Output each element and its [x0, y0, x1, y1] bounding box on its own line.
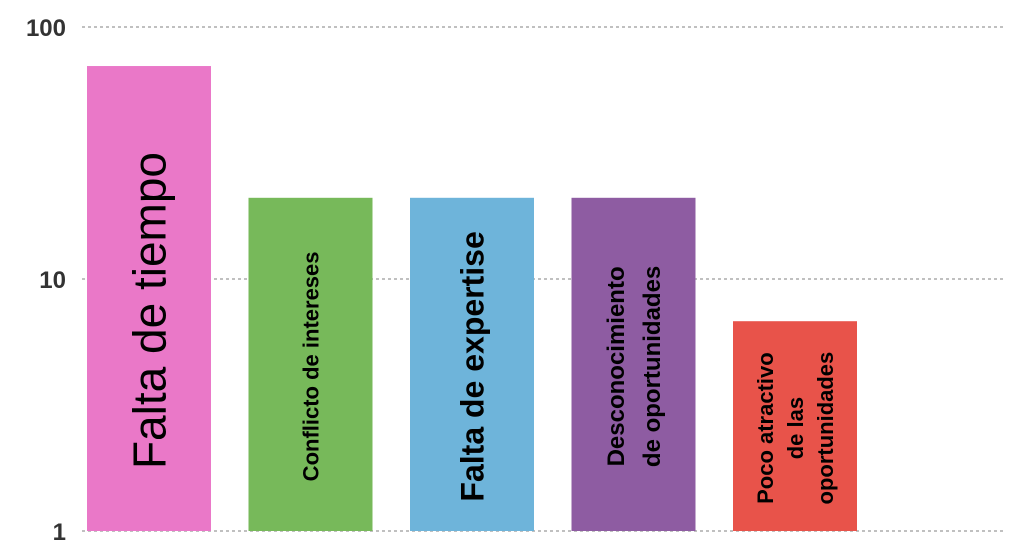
bar — [571, 197, 696, 532]
bar-label: de oportunidades — [639, 266, 666, 467]
bar-label: Poco atractivo — [753, 352, 778, 504]
y-tick-label: 1 — [53, 519, 66, 544]
bar-label-group: Desconocimiento de oportunidades — [603, 266, 666, 467]
y-axis-ticks: 100 10 1 — [26, 15, 66, 544]
bar — [733, 321, 857, 531]
bar-label: Desconocimiento — [603, 266, 630, 466]
bar-label-group: Poco atractivo de las oportunidades — [753, 352, 838, 505]
y-tick-label: 100 — [26, 15, 66, 42]
y-tick-label: 10 — [39, 267, 66, 294]
bar — [410, 197, 534, 532]
bar-label: Falta de expertise — [455, 231, 491, 501]
bar — [87, 66, 211, 532]
bar-label: Conflicto de intereses — [298, 251, 323, 481]
bar-label-group: Falta de tiempo — [124, 152, 176, 469]
bar-label: de las — [783, 397, 808, 459]
bar-label: Falta de tiempo — [124, 152, 176, 469]
bar — [248, 197, 373, 532]
bar-label-group: Falta de expertise — [455, 231, 491, 501]
bar-labels: Falta de tiempo Conflicto de intereses Fal… — [124, 152, 838, 505]
bar-label-group: Conflicto de intereses — [298, 251, 323, 481]
gridlines — [82, 26, 1006, 532]
bar-label: oportunidades — [813, 352, 838, 505]
bars — [87, 66, 857, 532]
